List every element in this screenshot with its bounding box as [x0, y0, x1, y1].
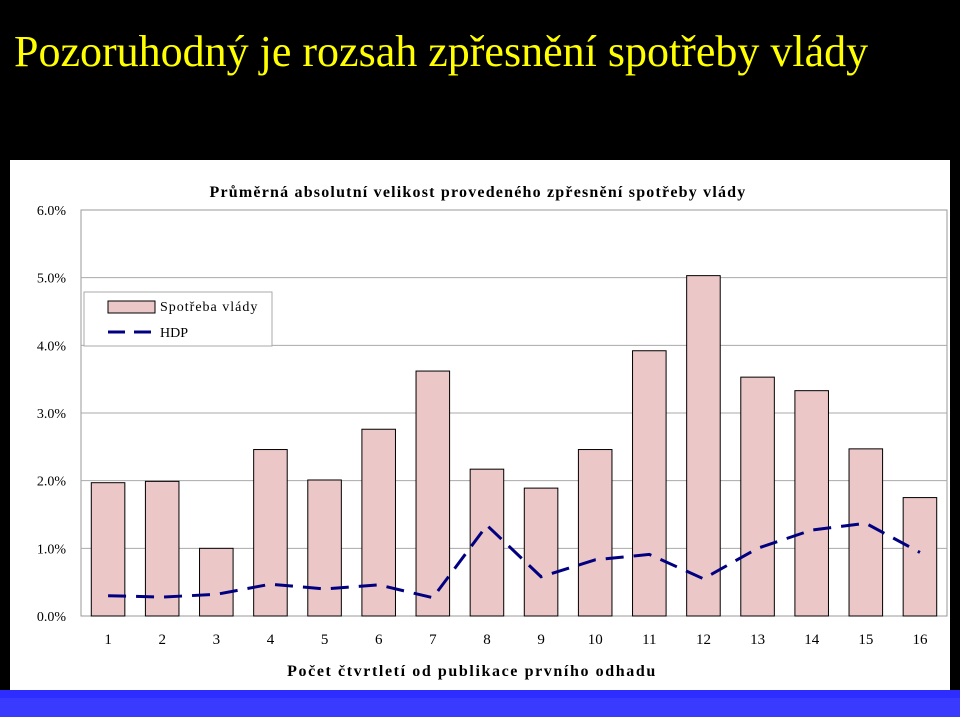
x-tick-label: 15 [858, 632, 873, 648]
x-tick-label: 14 [804, 632, 820, 648]
bar [632, 350, 667, 617]
bar [686, 275, 721, 617]
y-tick-label: 3.0% [37, 407, 67, 422]
x-tick-label: 8 [483, 632, 491, 648]
bar [90, 482, 126, 617]
legend: Spotřeba vlády HDP [83, 291, 273, 347]
x-tick-label: 16 [912, 632, 928, 648]
x-tick-label: 5 [321, 632, 329, 648]
x-tick-label: 6 [375, 632, 383, 648]
bar [848, 448, 884, 617]
bar [415, 370, 451, 617]
bar [523, 487, 559, 617]
y-tick-label: 0.0% [37, 610, 67, 625]
x-axis-label: Počet čtvrtletí od publikace prvního odh… [287, 663, 657, 680]
x-tick-label: 3 [213, 632, 221, 648]
bar [740, 376, 775, 617]
y-tick-label: 4.0% [37, 339, 67, 354]
y-tick-label: 2.0% [37, 475, 67, 490]
y-tick-label: 1.0% [37, 542, 67, 557]
bar [253, 449, 288, 617]
y-tick-label: 6.0% [37, 204, 67, 219]
slide-title: Pozoruhodný je rozsah zpřesnění spotřeby… [14, 27, 869, 76]
x-tick-label: 9 [537, 632, 545, 648]
x-tick-label: 4 [267, 632, 275, 648]
x-tick-label: 7 [429, 632, 437, 648]
bar [307, 479, 342, 617]
legend-label-bar: Spotřeba vlády [160, 300, 258, 315]
line-series-hdp [108, 521, 921, 600]
x-tick-label: 1 [104, 632, 112, 648]
chart-svg: Průměrná absolutní velikost provedeného … [37, 184, 948, 680]
bar [577, 449, 613, 617]
legend-label-line: HDP [160, 326, 188, 341]
x-tick-label: 12 [696, 632, 711, 648]
bottom-bar [0, 690, 960, 717]
bar [144, 480, 180, 617]
x-tick-label: 13 [750, 632, 765, 648]
legend-swatch-bar [107, 300, 156, 314]
y-tick-label: 5.0% [37, 272, 67, 287]
x-tick-label: 2 [158, 632, 166, 648]
x-tick-label: 10 [588, 632, 603, 648]
bar [902, 497, 938, 617]
chart-title: Průměrná absolutní velikost provedeného … [210, 184, 747, 201]
bar [794, 390, 829, 617]
chart-panel: Průměrná absolutní velikost provedeného … [10, 160, 950, 690]
x-tick-label: 11 [642, 632, 656, 648]
bar [199, 547, 234, 617]
bottom-bar-stripe [0, 698, 960, 717]
